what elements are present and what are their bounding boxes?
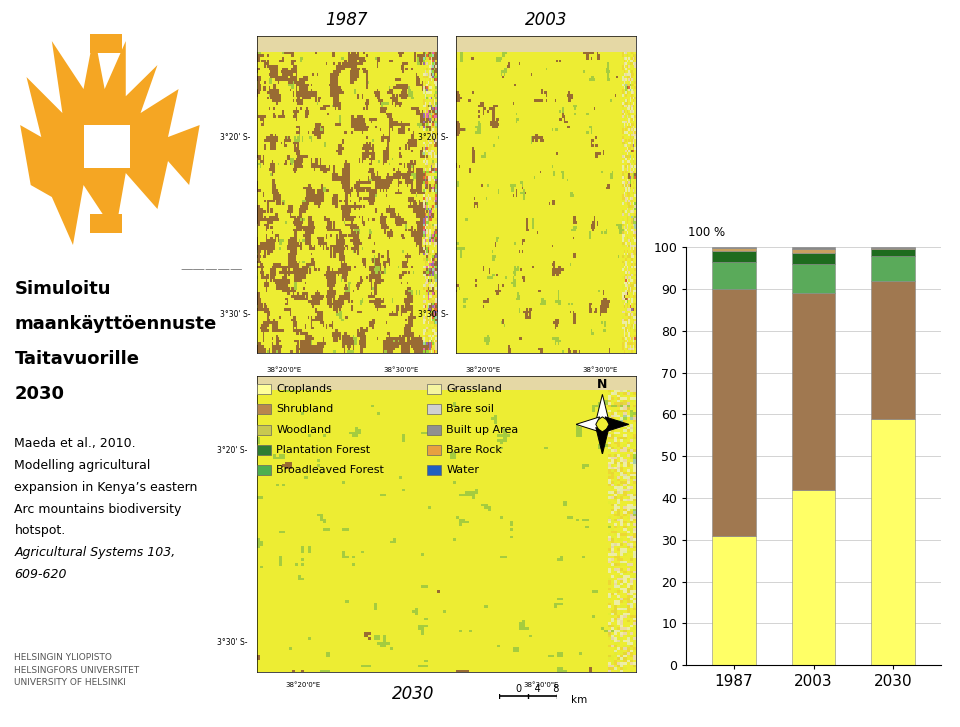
Text: 3°30' S-: 3°30' S- [220, 310, 251, 319]
Text: 3°20' S-: 3°20' S- [220, 133, 251, 142]
Text: 3°30' S-: 3°30' S- [217, 638, 248, 647]
Bar [712, 262, 756, 289]
Bar [872, 248, 915, 249]
Text: Simuloitu: Simuloitu [14, 281, 111, 299]
Bar [712, 252, 756, 262]
Text: 2030: 2030 [392, 686, 434, 704]
Text: 38°20'0"E: 38°20'0"E [267, 366, 301, 372]
Text: 38°20'0"E: 38°20'0"E [285, 683, 321, 688]
Bar [90, 34, 122, 53]
Bar [712, 289, 756, 536]
Text: Agricultural Systems 103,: Agricultural Systems 103, [14, 546, 176, 559]
Text: Taitavuorille: Taitavuorille [14, 350, 139, 369]
Text: 3°20' S-: 3°20' S- [419, 133, 449, 142]
Text: 38°30'0"E: 38°30'0"E [582, 366, 617, 372]
Bar [712, 249, 756, 252]
Text: Croplands: Croplands [276, 384, 332, 394]
Bar [792, 247, 835, 249]
Bar [90, 214, 122, 233]
Text: —————: ————— [180, 262, 243, 276]
Text: 3°20' S-: 3°20' S- [218, 446, 248, 454]
Text: Shrubland: Shrubland [276, 404, 334, 414]
Text: Bare Rock: Bare Rock [446, 445, 502, 455]
Text: Built up Area: Built up Area [446, 425, 518, 435]
Text: 3°30' S-: 3°30' S- [419, 310, 449, 319]
Text: Plantation Forest: Plantation Forest [276, 445, 371, 455]
Text: 38°30'0"E: 38°30'0"E [523, 683, 559, 688]
Bar [872, 256, 915, 281]
Bar [872, 247, 915, 248]
Bar [792, 490, 835, 665]
Text: N: N [597, 378, 608, 391]
Text: 100 %: 100 % [688, 226, 725, 239]
Text: Modelling agricultural: Modelling agricultural [14, 459, 151, 472]
Text: Broadleaved Forest: Broadleaved Forest [276, 465, 384, 475]
Text: km: km [571, 695, 588, 705]
Bar [712, 536, 756, 665]
Text: hotspot.: hotspot. [14, 524, 65, 537]
Text: Arc mountains biodiversity: Arc mountains biodiversity [14, 502, 181, 515]
Polygon shape [605, 417, 629, 432]
Polygon shape [576, 417, 600, 432]
Text: expansion in Kenya’s eastern: expansion in Kenya’s eastern [14, 481, 198, 494]
Bar [792, 254, 835, 264]
Bar [792, 264, 835, 293]
Text: 609-620: 609-620 [14, 568, 67, 581]
Bar [792, 249, 835, 254]
Text: HELSINGIN YLIOPISTO
HELSINGFORS UNIVERSITET
UNIVERSITY OF HELSINKI: HELSINGIN YLIOPISTO HELSINGFORS UNIVERSI… [14, 653, 139, 687]
Text: 38°20'0"E: 38°20'0"E [466, 366, 500, 372]
Text: 2030: 2030 [14, 385, 64, 403]
Text: Maeda et al., 2010.: Maeda et al., 2010. [14, 437, 136, 450]
Text: 1987: 1987 [325, 12, 368, 30]
Polygon shape [596, 427, 609, 454]
Bar [872, 281, 915, 419]
Bar [84, 125, 130, 168]
Bar [712, 247, 756, 249]
Bar [872, 419, 915, 665]
Text: 2003: 2003 [525, 12, 567, 30]
Text: maankäyttöennuste: maankäyttöennuste [14, 316, 217, 334]
Text: 0    4    8: 0 4 8 [516, 684, 560, 694]
Bar [792, 293, 835, 490]
Text: 38°30'0"E: 38°30'0"E [383, 366, 419, 372]
Text: Water: Water [446, 465, 479, 475]
Polygon shape [596, 394, 609, 422]
Text: Woodland: Woodland [276, 425, 332, 435]
Text: Grassland: Grassland [446, 384, 502, 394]
Text: Bare soil: Bare soil [446, 404, 494, 414]
Polygon shape [20, 34, 200, 245]
Bar [872, 249, 915, 256]
